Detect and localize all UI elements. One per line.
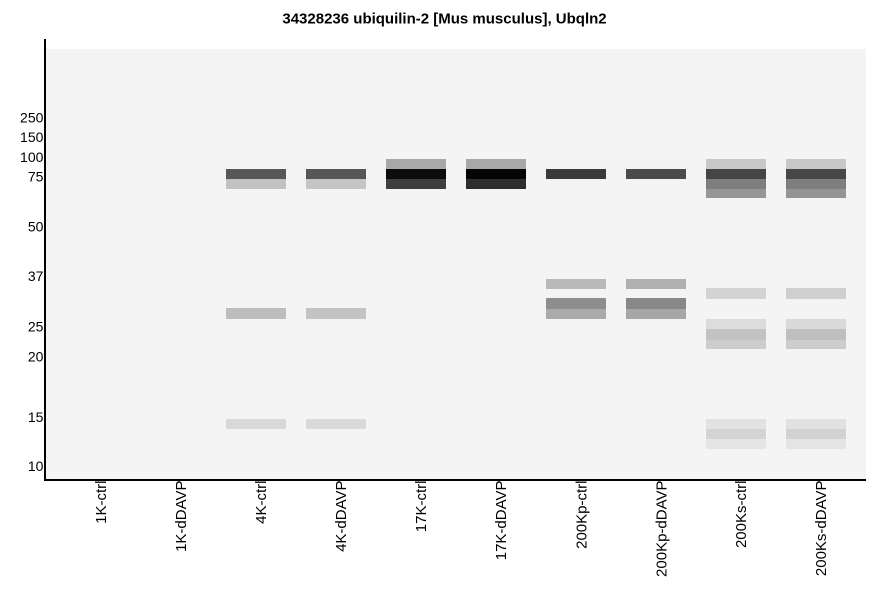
svg-text:200Kp-dDAVP: 200Kp-dDAVP	[653, 481, 670, 577]
svg-text:20: 20	[28, 349, 44, 365]
svg-text:4K-ctrl: 4K-ctrl	[253, 481, 270, 524]
svg-text:250: 250	[20, 109, 44, 125]
svg-text:100: 100	[20, 149, 44, 165]
svg-text:1K-ctrl: 1K-ctrl	[93, 481, 110, 524]
svg-text:25: 25	[28, 319, 44, 335]
svg-text:17K-dDAVP: 17K-dDAVP	[493, 480, 510, 560]
svg-text:200Kp-ctrl: 200Kp-ctrl	[573, 481, 590, 549]
svg-text:1K-dDAVP: 1K-dDAVP	[173, 481, 190, 552]
svg-text:200Ks-dDAVP: 200Ks-dDAVP	[813, 481, 830, 577]
svg-text:15: 15	[28, 409, 44, 425]
svg-text:50: 50	[28, 219, 44, 235]
svg-text:34328236 ubiquilin-2 [Mus musc: 34328236 ubiquilin-2 [Mus musculus], Ubq…	[282, 11, 606, 28]
svg-text:17K-ctrl: 17K-ctrl	[413, 481, 430, 533]
svg-text:150: 150	[20, 129, 44, 145]
svg-text:4K-dDAVP: 4K-dDAVP	[333, 481, 350, 552]
svg-text:200Ks-ctrl: 200Ks-ctrl	[733, 481, 750, 549]
svg-text:75: 75	[28, 169, 44, 185]
svg-text:37: 37	[28, 268, 44, 284]
svg-text:10: 10	[28, 458, 44, 474]
